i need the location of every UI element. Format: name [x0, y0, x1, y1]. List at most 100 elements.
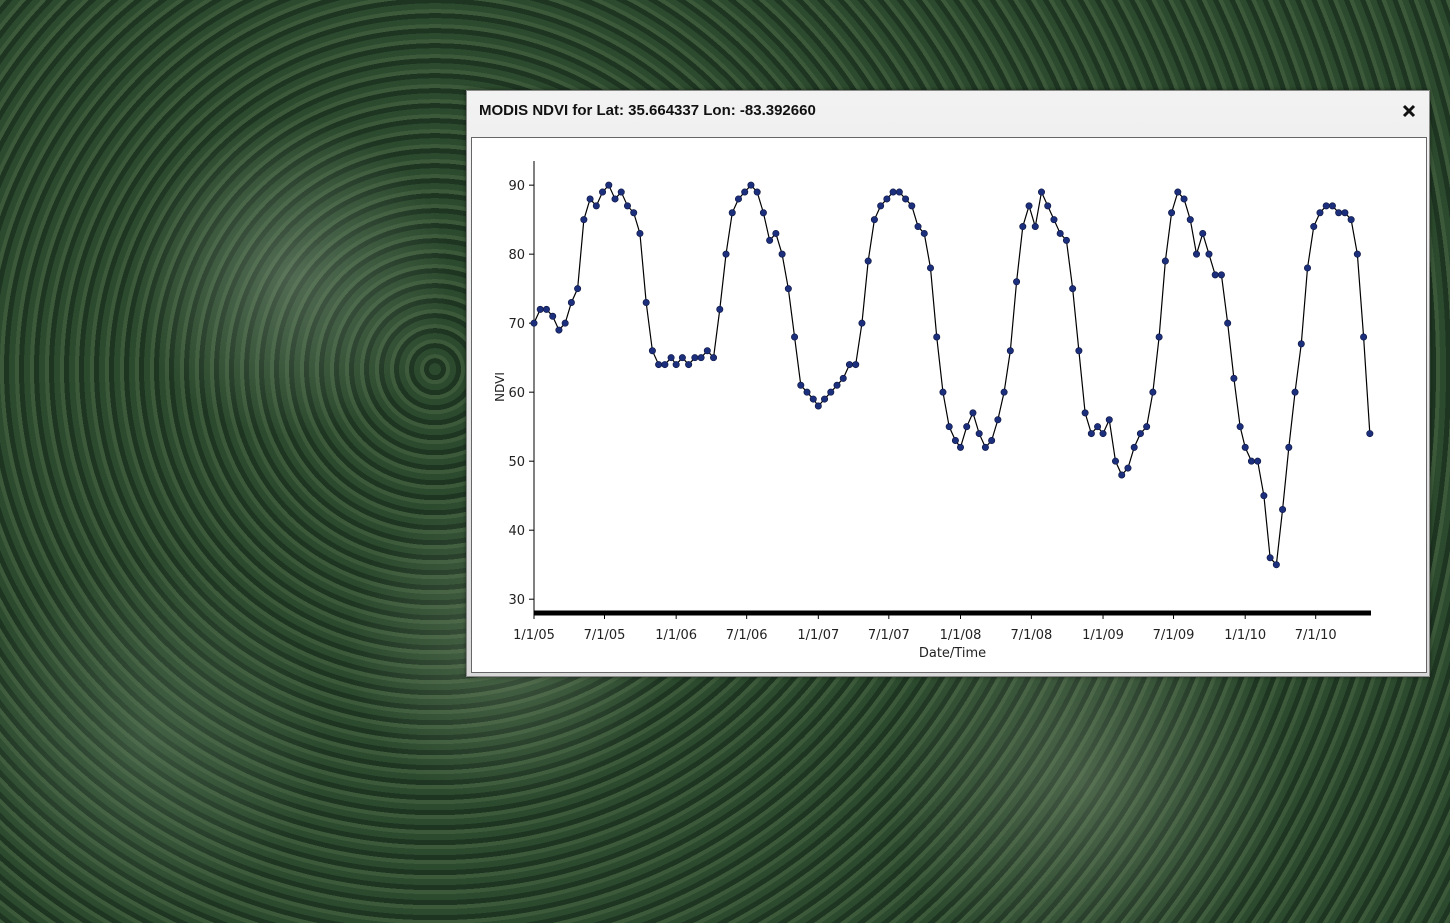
y-tick-label: 30	[508, 593, 525, 608]
data-point	[1105, 416, 1113, 424]
y-axis-label: NDVI	[493, 372, 507, 402]
data-point	[858, 319, 866, 327]
data-point	[1254, 457, 1262, 465]
data-point	[655, 361, 663, 369]
data-point	[809, 395, 817, 403]
data-point	[1130, 443, 1138, 451]
data-point	[636, 229, 644, 237]
data-point	[678, 354, 686, 362]
data-point	[1230, 374, 1238, 382]
x-tick-label: 1/1/05	[513, 628, 555, 643]
data-point	[1316, 209, 1324, 217]
data-point	[561, 319, 569, 327]
data-point	[1241, 443, 1249, 451]
data-point	[661, 361, 669, 369]
data-point	[988, 436, 996, 444]
x-tick-label: 1/1/07	[797, 628, 839, 643]
data-point	[778, 250, 786, 258]
data-point	[722, 250, 730, 258]
data-point	[728, 209, 736, 217]
close-button[interactable]	[1401, 103, 1417, 119]
data-point	[574, 285, 582, 293]
data-point	[845, 361, 853, 369]
data-point	[1124, 464, 1132, 472]
data-point	[759, 209, 767, 217]
window-title: MODIS NDVI for Lat: 35.664337 Lon: -83.3…	[479, 102, 816, 119]
popup-window: MODIS NDVI for Lat: 35.664337 Lon: -83.3…	[466, 90, 1430, 677]
y-tick-label: 80	[508, 248, 525, 263]
data-point	[710, 354, 718, 362]
data-point	[889, 188, 897, 196]
x-tick-label: 7/1/06	[726, 628, 768, 643]
data-point	[1094, 423, 1102, 431]
data-point	[1205, 250, 1213, 258]
data-point	[1031, 223, 1039, 231]
x-tick-label: 1/1/08	[940, 628, 982, 643]
data-point	[1050, 216, 1058, 224]
data-point	[784, 285, 792, 293]
data-point	[555, 326, 563, 334]
data-point	[945, 423, 953, 431]
data-point	[1143, 423, 1151, 431]
data-point	[1291, 388, 1299, 396]
data-point	[994, 416, 1002, 424]
data-point	[1013, 278, 1021, 286]
data-point	[691, 354, 699, 362]
y-tick-label: 90	[508, 179, 525, 194]
data-point	[1155, 333, 1163, 341]
data-point	[895, 188, 903, 196]
data-point	[803, 388, 811, 396]
data-point	[1099, 430, 1107, 438]
data-point	[1310, 223, 1318, 231]
data-point	[1335, 209, 1343, 217]
data-point	[611, 195, 619, 203]
data-point	[883, 195, 891, 203]
data-point	[1081, 409, 1089, 417]
data-point	[1304, 264, 1312, 272]
data-point	[908, 202, 916, 210]
data-point	[902, 195, 910, 203]
data-point	[716, 305, 724, 313]
data-point	[1056, 229, 1064, 237]
data-point	[1211, 271, 1219, 279]
data-point	[877, 202, 885, 210]
x-tick-label: 1/1/06	[655, 628, 697, 643]
data-point	[956, 443, 964, 451]
data-point	[870, 216, 878, 224]
data-point	[617, 188, 625, 196]
data-point	[839, 374, 847, 382]
data-point	[1247, 457, 1255, 465]
data-point	[1044, 202, 1052, 210]
data-point	[592, 202, 600, 210]
x-tick-label: 7/1/10	[1295, 628, 1337, 643]
data-point	[703, 347, 711, 355]
data-point	[630, 209, 638, 217]
data-point	[939, 388, 947, 396]
x-tick-label: 7/1/09	[1153, 628, 1195, 643]
data-point	[549, 312, 557, 320]
data-point	[567, 298, 575, 306]
data-point	[766, 236, 774, 244]
y-tick-label: 40	[508, 524, 525, 539]
data-point	[1217, 271, 1225, 279]
data-point	[975, 430, 983, 438]
y-tick-label: 60	[508, 386, 525, 401]
data-point	[697, 354, 705, 362]
data-point	[1025, 202, 1033, 210]
data-point	[1260, 492, 1268, 500]
x-tick-label: 1/1/10	[1224, 628, 1266, 643]
x-tick-label: 7/1/07	[868, 628, 910, 643]
data-point	[1272, 561, 1280, 569]
data-point	[914, 223, 922, 231]
data-point	[747, 181, 755, 189]
data-point	[833, 381, 841, 389]
data-point	[1353, 250, 1361, 258]
data-point	[1111, 457, 1119, 465]
data-point	[605, 181, 613, 189]
data-point	[753, 188, 761, 196]
data-point	[1069, 285, 1077, 293]
data-point	[1322, 202, 1330, 210]
data-point	[530, 319, 538, 327]
data-point	[933, 333, 941, 341]
